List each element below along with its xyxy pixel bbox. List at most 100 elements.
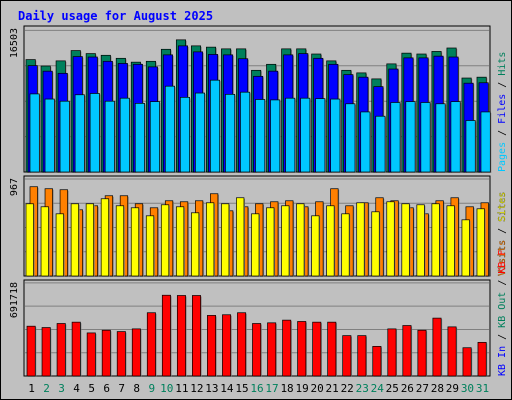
bar-sites (130, 207, 140, 277)
legend-entry: Files (497, 94, 508, 124)
x-tick-label: 9 (148, 382, 155, 395)
x-tick-label: 6 (103, 382, 110, 395)
bar-pages (345, 103, 356, 173)
x-tick-label: 27 (416, 382, 429, 395)
legend-entry: KB Out (497, 292, 508, 328)
legend-sites: Visits / Sites (497, 192, 508, 276)
x-axis-labels: 1 2 3 4 5 6 7 8 9 10 11 12 13 14 15 16 17 18 19 20 21 22 23 24 2… (28, 382, 489, 395)
bar-kbf (417, 329, 427, 377)
bar-kbf (161, 294, 171, 377)
y-max-label-kb: 691718 (9, 282, 20, 318)
bar-kbf (477, 341, 487, 377)
bar-sites (236, 197, 245, 277)
bar-sites (145, 215, 155, 277)
legend-entry: KB F (497, 250, 508, 274)
x-tick-label: 1 (28, 382, 35, 395)
bar-sites (40, 206, 49, 277)
bar-sites (326, 205, 335, 277)
bar-kbf (192, 295, 201, 377)
bar-kbf (71, 321, 81, 377)
bar-sites (191, 212, 200, 277)
bar-kbf (237, 312, 247, 377)
x-tick-label: 3 (58, 382, 65, 395)
bar-kbf (342, 335, 352, 377)
bar-sites (25, 203, 34, 277)
x-tick-label: 10 (160, 382, 173, 395)
bar-sites (55, 213, 64, 277)
bar-sites (266, 207, 275, 277)
legend-entry: Visits (497, 240, 508, 276)
bar-kbf (56, 323, 66, 377)
x-tick-label: 13 (205, 382, 218, 395)
bar-sites (85, 203, 94, 277)
bar-pages (134, 102, 145, 173)
bar-pages (119, 97, 130, 173)
bar-kbf (207, 315, 217, 377)
x-tick-label: 19 (295, 382, 308, 395)
bar-sites (206, 202, 215, 277)
x-tick-label: 17 (265, 382, 278, 395)
bar-pages (164, 85, 175, 173)
bar-sites (175, 206, 185, 277)
x-tick-label: 11 (175, 382, 188, 395)
x-tick-label: 20 (311, 382, 324, 395)
bar-pages (270, 99, 281, 173)
x-tick-label: 22 (341, 382, 354, 395)
bar-sites (461, 219, 470, 277)
bar-pages (465, 120, 476, 173)
bar-pages (255, 99, 266, 173)
x-tick-label: 25 (386, 382, 399, 395)
bar-sites (386, 201, 395, 277)
bar-sites (401, 203, 410, 277)
bar-pages (390, 102, 401, 173)
bar-sites (115, 205, 125, 277)
bar-pages (179, 96, 190, 173)
panel-kb: 691718 KB In / KB Out / KB F (9, 250, 508, 377)
bar-kbf (402, 325, 412, 377)
bar-pages (29, 93, 40, 173)
bar-kbf (372, 346, 382, 377)
x-tick-label: 15 (235, 382, 248, 395)
x-tick-label: 5 (88, 382, 95, 395)
x-tick-label: 7 (118, 382, 125, 395)
bar-pages (240, 91, 251, 173)
bar-kbf (101, 329, 111, 377)
bar-sites (160, 204, 170, 277)
bar-sites (371, 211, 380, 277)
x-tick-label: 14 (220, 382, 234, 395)
bar-kbf (327, 321, 337, 377)
panel-sites: 967 Visits / Sites (9, 175, 508, 277)
bar-sites (296, 203, 305, 277)
legend-kb: KB In / KB Out / KB F (497, 250, 508, 376)
bar-kbf (282, 319, 292, 377)
bar-pages (59, 100, 70, 173)
bar-pages (44, 98, 55, 173)
bar-kbf (222, 314, 232, 377)
x-tick-label: 23 (356, 382, 369, 395)
bar-pages (330, 98, 341, 173)
x-tick-label: 2 (43, 382, 50, 395)
bar-kbf (146, 312, 156, 377)
bars-hits (25, 39, 492, 174)
bar-pages (405, 101, 416, 173)
x-tick-label: 24 (371, 382, 385, 395)
bar-pages (74, 94, 85, 173)
bar-sites (311, 215, 320, 277)
x-tick-label: 31 (476, 382, 489, 395)
x-tick-label: 16 (250, 382, 263, 395)
bar-pages (375, 115, 386, 173)
y-max-label-hits: 16503 (9, 28, 20, 58)
chart-panels: 16503 Pages / Files / Hits 967 Visits / Sit… (9, 25, 508, 377)
bar-pages (89, 93, 100, 173)
bar-sites (476, 208, 485, 277)
legend-hits: Pages / Files / Hits (497, 52, 508, 172)
bar-pages (225, 93, 236, 173)
bar-pages (149, 101, 160, 173)
bar-kbf (387, 328, 397, 377)
x-tick-label: 30 (461, 382, 474, 395)
x-tick-label: 4 (73, 382, 80, 395)
panel-hits: 16503 Pages / Files / Hits (9, 25, 508, 174)
bar-pages (450, 101, 461, 173)
